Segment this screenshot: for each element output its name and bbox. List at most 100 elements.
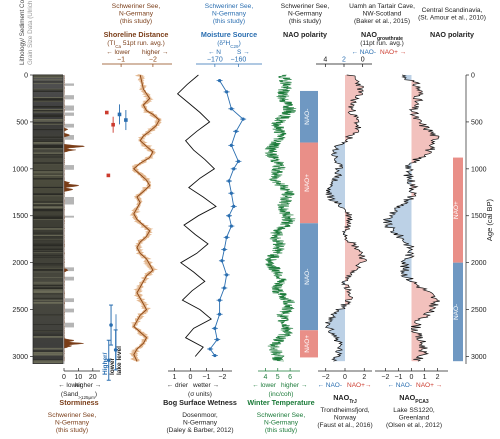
grain-size-block-2 <box>65 105 74 111</box>
moisture-ticklabel-0: −170 <box>207 57 223 64</box>
winter-temp-ticklabel-2: 6 <box>288 374 292 381</box>
red-marker-2 <box>106 173 111 178</box>
moisture-subtitle-part-2: H <box>226 40 231 47</box>
nao-pca-ticklabel-4: 2 <box>436 374 440 381</box>
nao-polarity-schwerin-header-line-1: N-Germany <box>288 11 323 18</box>
nao-growth-ticklabel-1: 2 <box>342 57 346 64</box>
moisture-point-23 <box>213 353 217 358</box>
grain-size-block-9 <box>65 267 74 272</box>
bog-series <box>176 74 217 357</box>
moisture-header-line-0: Schweriner See, <box>205 3 254 10</box>
nao-pca-title: NAOPCA3 <box>399 393 429 405</box>
nao-polarity-schwerin-band-0 <box>300 90 318 143</box>
nao-polarity-schwerin-band-3 <box>300 330 318 358</box>
nao-tr-dir-pos: NAO+→ <box>347 382 371 389</box>
moisture-ticklabel-1: −160 <box>231 57 247 64</box>
moisture-point-22 <box>208 347 212 351</box>
red-marker-0 <box>104 110 109 115</box>
nao-tr-ticklabel-0: −2 <box>322 374 330 381</box>
blue-marker-0 <box>117 112 122 117</box>
nao-polarity-scand-header-line-0: Central Scandinavia, <box>422 7 483 14</box>
moisture-dir-high: S → <box>237 49 250 56</box>
moisture-point-13 <box>225 235 229 239</box>
bog-dir-low: ← drier <box>167 382 189 389</box>
nao-polarity-scand-header-line-1: (St. Amour et al., 2010) <box>418 15 486 22</box>
nao-growth-header-line-0: Uamh an Tartair Cave, <box>349 3 415 10</box>
moisture-point-6 <box>236 159 241 163</box>
storminess-series <box>63 74 86 362</box>
grain-size-block-12 <box>65 308 74 313</box>
nao-growth-title-part-1: growthrate <box>377 36 403 42</box>
storminess-credit-line-1: N-Germany <box>55 420 90 427</box>
nao-growth-dir-pos: NAO+ → <box>380 49 406 56</box>
moisture-point-7 <box>232 167 236 171</box>
polarity-bands-layer <box>300 90 463 362</box>
nao-pca-positive-fill <box>411 75 440 362</box>
nao-polarity-schwerin-band-label-1: NAO+ <box>304 174 311 192</box>
winter-temp-ticklabel-1: 5 <box>276 374 280 381</box>
nao-growth-ticklabel-2: 0 <box>361 57 365 64</box>
nao-growth-ticklabel-0: 4 <box>323 57 327 64</box>
nao-tr-credit-line-2: (Faust et al., 2016) <box>317 422 372 429</box>
lake-level-title: lake level <box>116 346 123 375</box>
nao-polarity-schwerin-header-line-2: (this study) <box>289 18 321 25</box>
shoreline-subtitle-part-1: Ca <box>115 44 121 49</box>
winter-temp-dir-low: ← lower <box>252 382 277 389</box>
shoreline-ticklabel-1: −2 <box>149 57 157 64</box>
bog-ticklabel-2: −1 <box>202 374 210 381</box>
winter-temp-ticklabel-0: 4 <box>263 374 267 381</box>
moisture-point-20 <box>213 326 217 330</box>
grain-size-block-0 <box>65 83 74 86</box>
age-axis-0-ticklabel-2: 1000 <box>12 166 28 173</box>
nao-tr-series <box>325 74 367 362</box>
grain-size-block-11 <box>65 298 74 303</box>
bog-ticklabel-0: 1 <box>172 374 176 381</box>
bog-dir-high: wetter → <box>192 382 219 389</box>
nao-polarity-schwerin-title: NAO polarity <box>283 30 327 39</box>
nao-polarity-schwerin-band-label-3: NAO+ <box>304 335 311 353</box>
winter-temp-title: Winter Temperature <box>247 398 314 407</box>
grain-size-block-7 <box>65 196 74 205</box>
age-axis-title: Age (cal BP) <box>485 198 494 241</box>
lake-level-dir-high: lower <box>109 358 116 375</box>
age-axis-1-ticklabel-4: 2000 <box>471 260 487 267</box>
grain-size-header: Grain Size Data (Ulrich et al., 2007) <box>27 0 34 65</box>
age-axis-0-ticklabel-5: 2500 <box>12 307 28 314</box>
shoreline-series <box>133 74 160 362</box>
age-axis-1-ticklabel-1: 500 <box>471 119 483 126</box>
storminess-sublabel: (Sand>125μm) <box>61 391 97 400</box>
winter-temp-sublabel: (inc/coh) <box>269 391 294 398</box>
nao-growth-header-line-2: (Baker et al., 2015) <box>354 18 410 25</box>
winter-temp-credit-line-0: Schweriner See, <box>257 412 306 419</box>
nao-pca-dir-neg: ← NAO- <box>387 382 412 389</box>
winter-temp-dir-high: higher → <box>281 382 307 389</box>
moisture-point-2 <box>229 107 233 111</box>
shoreline-header-line-2: (this study) <box>120 18 152 25</box>
nao-pca-series <box>383 74 440 362</box>
shoreline-ticklabel-0: −1 <box>117 57 125 64</box>
bog-credit-line-1: N-Germany <box>183 420 218 427</box>
storminess-sublabel-part-2: ) <box>95 391 97 398</box>
nao-polarity-scand-band-1 <box>453 262 463 362</box>
age-axis-1-ticklabel-6: 3000 <box>471 354 487 361</box>
moisture-point-3 <box>241 117 245 121</box>
nao-polarity-schwerin-band-label-0: NAO- <box>304 109 311 125</box>
shoreline-subtitle-part-0: (TI <box>107 40 115 47</box>
bog-ticklabel-3: −2 <box>218 374 226 381</box>
lithology-header: Lithology/ Sediment Color <box>19 0 26 65</box>
winter-temp-credit-line-1: N-Germany <box>264 420 299 427</box>
moisture-subtitle: (δ2HC29) <box>217 39 241 49</box>
shoreline-subtitle-part-2: 51pt run. avg.) <box>121 40 165 47</box>
moisture-point-1 <box>225 90 229 94</box>
nao-polarity-scand-band-0 <box>453 157 463 263</box>
nao-polarity-scand-band-label-0: NAO+ <box>453 201 460 219</box>
age-axis-1-ticklabel-5: 2500 <box>471 307 487 314</box>
nao-tr-ticklabel-2: 2 <box>362 374 366 381</box>
storminess-credit-line-2: (this study) <box>56 427 88 434</box>
grain-size-block-8 <box>65 215 74 218</box>
nao-polarity-scand-band-label-1: NAO- <box>453 304 460 320</box>
plot-layer <box>33 73 440 381</box>
